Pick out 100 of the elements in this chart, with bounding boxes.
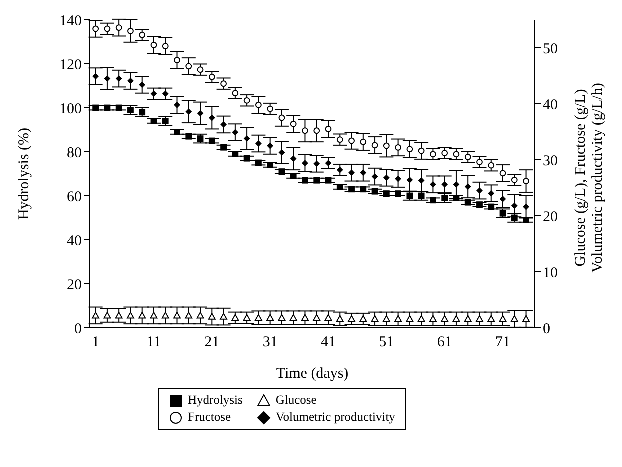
point <box>511 202 518 210</box>
point <box>430 315 437 322</box>
y-tick-label: 120 <box>60 57 82 74</box>
point <box>360 315 368 322</box>
point <box>290 173 297 180</box>
y2-tick-label: 10 <box>543 265 558 282</box>
point <box>348 138 355 144</box>
y-axis-title: Hydrolysis (%) <box>16 128 32 220</box>
point <box>174 312 181 319</box>
point <box>92 26 100 32</box>
point <box>162 43 169 50</box>
point <box>523 178 530 184</box>
point <box>186 108 192 116</box>
legend-label: Volumetric productivity <box>276 410 396 425</box>
point <box>150 90 158 98</box>
point <box>325 126 332 132</box>
point <box>278 314 286 321</box>
point <box>208 114 216 122</box>
point <box>406 315 414 322</box>
point <box>290 314 298 321</box>
point <box>418 148 425 154</box>
point <box>510 315 518 322</box>
point <box>314 160 320 168</box>
y2-tick-label: 40 <box>543 97 558 114</box>
point <box>128 28 134 34</box>
point <box>464 154 472 160</box>
point <box>325 160 332 167</box>
y-tick-label: 20 <box>67 277 82 294</box>
point <box>290 120 297 128</box>
point <box>255 140 262 147</box>
point <box>104 312 112 319</box>
point <box>383 190 390 197</box>
legend-label: Glucose <box>276 393 317 408</box>
point <box>464 184 472 190</box>
point <box>244 155 250 162</box>
point <box>254 314 262 321</box>
point <box>232 314 240 321</box>
point <box>372 188 378 195</box>
point <box>488 315 496 322</box>
point <box>394 315 402 322</box>
point <box>220 313 228 320</box>
point <box>382 315 390 322</box>
point <box>186 133 192 140</box>
point <box>325 177 332 184</box>
x-tick-label: 21 <box>204 334 220 351</box>
point <box>255 160 262 166</box>
point <box>208 74 216 80</box>
y-tick-label: 0 <box>74 321 82 338</box>
y-tick-label: 60 <box>67 189 82 206</box>
point <box>464 199 472 206</box>
point <box>406 146 414 153</box>
point <box>278 114 286 122</box>
point <box>324 314 332 321</box>
point <box>395 190 402 197</box>
x-tick-label: 51 <box>379 334 394 351</box>
x-tick-label: 41 <box>320 334 336 351</box>
point <box>139 109 146 116</box>
point <box>348 186 355 193</box>
point <box>360 186 367 193</box>
point <box>511 176 518 184</box>
point <box>162 312 170 319</box>
point <box>150 42 158 48</box>
point <box>104 26 111 32</box>
point <box>186 63 192 70</box>
point <box>336 166 344 174</box>
point <box>336 315 344 322</box>
point <box>314 128 320 134</box>
point <box>116 24 122 32</box>
point <box>395 176 402 182</box>
point <box>174 57 180 64</box>
point <box>92 312 100 319</box>
point <box>162 118 169 124</box>
point <box>313 314 321 321</box>
point <box>372 174 378 180</box>
point <box>452 315 460 322</box>
point <box>372 142 378 149</box>
point <box>476 202 483 208</box>
y2-tick-label: 30 <box>543 153 558 170</box>
point <box>278 150 286 156</box>
x-tick-label: 71 <box>496 334 511 351</box>
point <box>150 118 158 124</box>
point <box>441 315 449 322</box>
point <box>430 197 436 204</box>
point <box>267 106 274 112</box>
point <box>523 204 530 210</box>
point <box>488 204 495 210</box>
point <box>442 181 448 188</box>
point <box>476 315 484 322</box>
point <box>185 312 193 319</box>
point <box>232 129 239 136</box>
point <box>395 144 402 151</box>
point <box>278 168 286 175</box>
x-tick-label: 1 <box>92 334 100 351</box>
point <box>174 102 180 108</box>
point <box>92 73 100 80</box>
y2-tick-label: 50 <box>543 41 558 58</box>
point <box>139 82 146 88</box>
point <box>92 104 100 112</box>
point <box>255 102 262 108</box>
point <box>150 312 158 319</box>
